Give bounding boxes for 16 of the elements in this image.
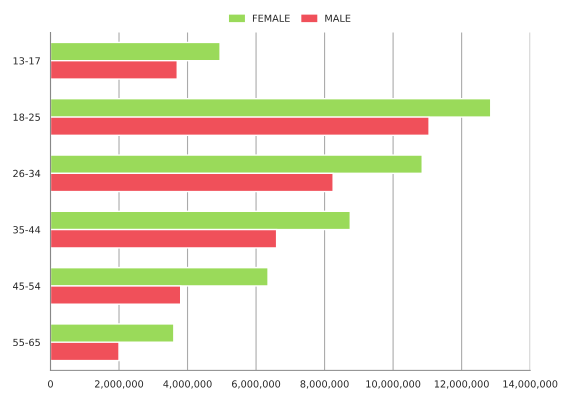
x-tick-label: 4,000,000	[163, 380, 212, 389]
x-tick-label: 0	[48, 380, 53, 388]
y-tick-label: 45-54	[12, 282, 40, 290]
x-tick-label: 10,000,000	[366, 380, 420, 389]
x-tick-label: 12,000,000	[434, 380, 489, 389]
y-tick-label: 13-17	[14, 57, 40, 65]
y-tick-label: 26-34	[13, 170, 40, 178]
x-tick-label: 6,000,000	[232, 380, 280, 389]
y-tick-label: 55-65	[13, 338, 40, 346]
y-tick-label: 35-44	[13, 226, 40, 234]
x-tick-label: 2,000,000	[94, 380, 144, 389]
x-tick-label: 8,000,000	[300, 380, 349, 389]
legend-label: FEMALE	[252, 14, 290, 22]
y-tick-label: 18-25	[14, 113, 40, 121]
legend-label: MALE	[325, 14, 350, 22]
x-tick-label: 14,000,000	[503, 380, 558, 389]
